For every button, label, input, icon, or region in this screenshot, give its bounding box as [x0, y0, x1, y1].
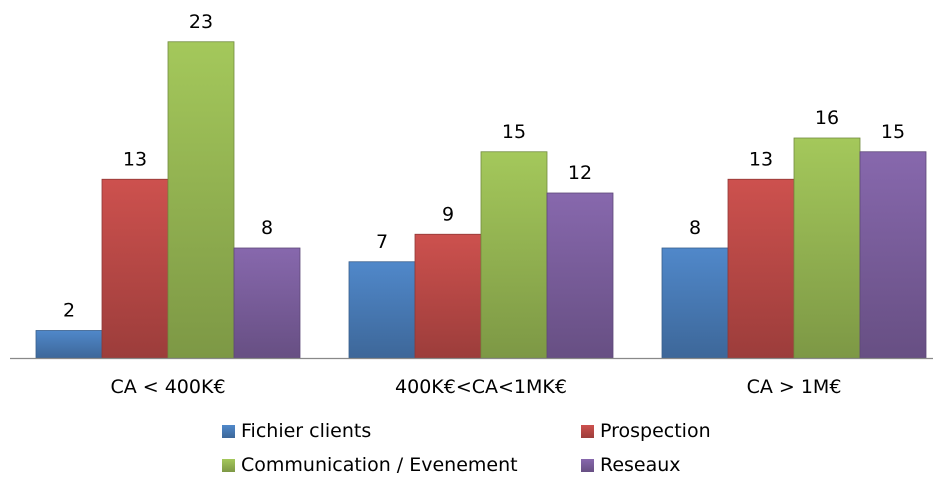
legend-label-fichier-clients: Fichier clients	[241, 420, 372, 442]
data-label-communication-evenement-3: 16	[815, 107, 839, 129]
data-label-fichier-clients-2: 7	[376, 231, 388, 253]
bar-prospection-1	[101, 178, 169, 359]
data-label-prospection-3: 13	[749, 148, 773, 170]
bar-fichier-clients-2	[348, 261, 416, 359]
legend-label-communication-evenement: Communication / Evenement	[241, 454, 518, 476]
x-tick-label-2: 400K€<CA<1MK€	[395, 376, 567, 398]
legend-item-fichier-clients: Fichier clients	[222, 420, 371, 442]
data-label-reseaux-2: 12	[568, 162, 592, 184]
x-tick-label-3: CA > 1M€	[747, 376, 842, 398]
bar-reseaux-2	[546, 192, 614, 359]
legend-item-prospection: Prospection	[581, 420, 711, 442]
bar-prospection-3	[727, 178, 795, 359]
data-label-reseaux-1: 8	[261, 217, 273, 239]
legend-item-communication-evenement: Communication / Evenement	[222, 454, 518, 476]
legend-item-reseaux: Reseaux	[581, 454, 681, 476]
bar-communication-evenement-3	[793, 137, 861, 359]
x-tick-label-1: CA < 400K€	[110, 376, 225, 398]
data-label-fichier-clients-3: 8	[689, 217, 701, 239]
data-label-prospection-1: 13	[123, 148, 147, 170]
data-label-reseaux-3: 15	[881, 121, 905, 143]
bar-communication-evenement-1	[167, 41, 235, 359]
legend-swatch-prospection	[581, 424, 594, 438]
legend-label-prospection: Prospection	[600, 420, 711, 442]
data-labels-layer: 2 13 23 8 7 9 15 12 8 13 16 15	[63, 11, 905, 322]
bar-reseaux-3	[859, 151, 927, 359]
legend-swatch-fichier-clients	[222, 424, 235, 438]
data-label-communication-evenement-2: 15	[502, 121, 526, 143]
x-axis-ticks: CA < 400K€ 400K€<CA<1MK€ CA > 1M€	[110, 376, 841, 398]
data-label-communication-evenement-1: 23	[189, 11, 213, 33]
legend-swatch-reseaux	[581, 458, 594, 472]
bar-fichier-clients-3	[661, 247, 729, 359]
bars-layer	[35, 41, 927, 359]
bar-prospection-2	[414, 233, 482, 359]
data-label-prospection-2: 9	[442, 203, 454, 225]
bar-communication-evenement-2	[480, 151, 548, 359]
data-label-fichier-clients-1: 2	[63, 300, 75, 322]
legend-swatch-communication-evenement	[222, 458, 235, 472]
legend-label-reseaux: Reseaux	[600, 454, 681, 476]
bar-reseaux-1	[233, 247, 301, 359]
bar-fichier-clients-1	[35, 330, 103, 359]
